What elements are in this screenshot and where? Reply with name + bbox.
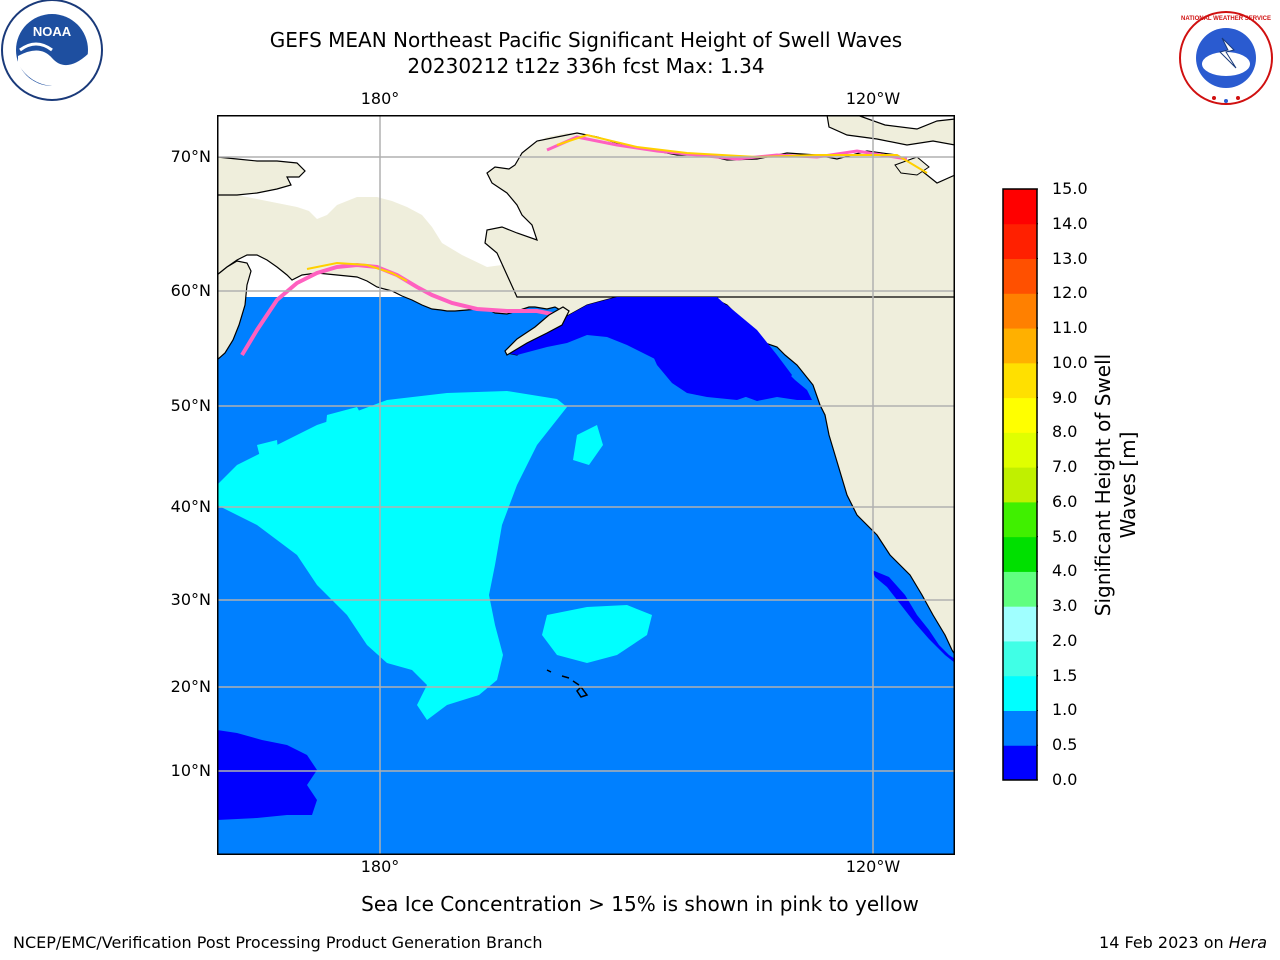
colorbar-segment (1003, 432, 1037, 468)
lat-tick-50n: 50°N (170, 396, 211, 415)
lat-tick-70n: 70°N (170, 147, 211, 166)
colorbar (1002, 188, 1038, 781)
colorbar-tick-label: 8.0 (1052, 422, 1078, 442)
colorbar-tick-label: 1.0 (1052, 700, 1078, 720)
colorbar-segment (1003, 223, 1037, 260)
noaa-logo-text: NOAA (33, 24, 72, 39)
colorbar-tick-label: 7.0 (1052, 457, 1078, 477)
lat-tick-30n: 30°N (170, 590, 211, 609)
colorbar-segment (1003, 536, 1037, 572)
colorbar-segment (1003, 189, 1037, 225)
swell-region-cyan-main (217, 391, 567, 720)
chart-subtitle: 20230212 t12z 336h fcst Max: 1.34 (407, 54, 765, 78)
colorbar-segment (1003, 640, 1037, 677)
colorbar-segment (1003, 710, 1037, 746)
colorbar-tick-label: 6.0 (1052, 491, 1078, 511)
colorbar-segment (1003, 606, 1037, 642)
colorbar-tick-label: 11.0 (1052, 318, 1088, 338)
footer-date-text: 14 Feb 2023 on (1099, 933, 1229, 952)
colorbar-segment (1003, 745, 1037, 781)
colorbar-segment (1003, 397, 1037, 433)
colorbar-tick-label: 3.0 (1052, 596, 1078, 616)
colorbar-segment (1003, 467, 1037, 503)
swell-region-deep-blue-sw (217, 730, 317, 820)
lat-tick-40n: 40°N (170, 497, 211, 516)
colorbar-tick-label: 13.0 (1052, 248, 1088, 268)
colorbar-segment (1003, 258, 1037, 294)
lon-tick-bottom-180: 180° (360, 857, 400, 876)
sea-ice-note: Sea Ice Concentration > 15% is shown in … (361, 892, 919, 916)
colorbar-segment (1003, 675, 1037, 711)
colorbar-tick-label: 9.0 (1052, 387, 1078, 407)
lat-tick-20n: 20°N (170, 677, 211, 696)
colorbar-tick-label: 2.0 (1052, 630, 1078, 650)
colorbar-label: Significant Height of Swell Waves [m] (1091, 353, 1140, 617)
lat-tick-10n: 10°N (170, 761, 211, 780)
colorbar-tick-label: 4.0 (1052, 561, 1078, 581)
lon-tick-top-180: 180° (360, 89, 400, 108)
footer-credit: NCEP/EMC/Verification Post Processing Pr… (13, 933, 543, 952)
colorbar-segment (1003, 362, 1037, 399)
colorbar-tick-label: 10.0 (1052, 352, 1088, 372)
lon-tick-bottom-120w: 120°W (845, 857, 901, 876)
colorbar-tick-label: 14.0 (1052, 213, 1088, 233)
colorbar-tick-label: 5.0 (1052, 526, 1078, 546)
colorbar-tick-label: 0.0 (1052, 770, 1078, 789)
colorbar-tick-label: 0.5 (1052, 735, 1078, 755)
colorbar-segment (1003, 571, 1037, 607)
colorbar-segment (1003, 293, 1037, 329)
lon-tick-top-120w: 120°W (845, 89, 901, 108)
lat-tick-60n: 60°N (170, 281, 211, 300)
colorbar-segment (1003, 501, 1037, 538)
colorbar-segment (1003, 328, 1037, 364)
footer-system: Hera (1228, 933, 1267, 952)
colorbar-tick-label: 15.0 (1052, 179, 1088, 198)
map-frame (217, 115, 955, 855)
chart-title: GEFS MEAN Northeast Pacific Significant … (269, 28, 903, 52)
colorbar-frame (1002, 188, 1038, 781)
colorbar-tick-label: 12.0 (1052, 283, 1088, 303)
map-panel (217, 115, 955, 855)
graticule (217, 115, 955, 855)
colorbar-tick-label: 1.5 (1052, 665, 1078, 685)
nws-logo-text: NATIONAL WEATHER SERVICE (1181, 16, 1271, 22)
footer-date: 14 Feb 2023 on Hera (1099, 933, 1267, 952)
noaa-logo: NOAA (1, 0, 103, 101)
nws-logo: NATIONAL WEATHER SERVICE (1179, 11, 1273, 105)
